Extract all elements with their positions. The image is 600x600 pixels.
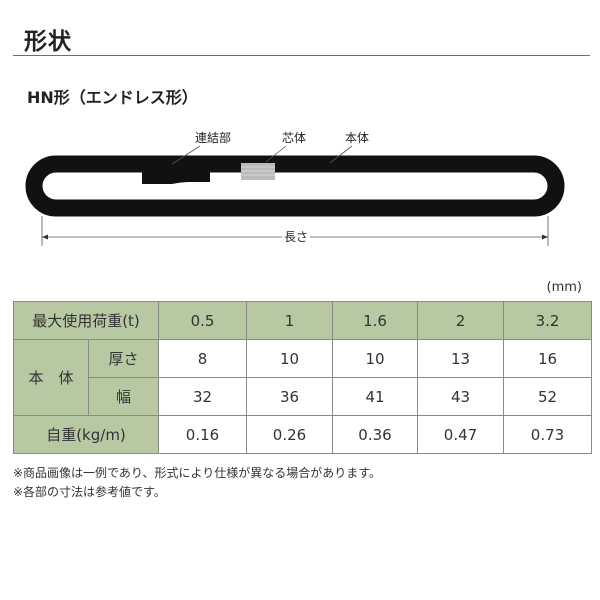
thickness-cell: 16 — [503, 339, 592, 378]
weight-cell: 0.16 — [158, 415, 247, 454]
weight-cell: 0.26 — [246, 415, 333, 454]
sling-loop — [25, 155, 565, 217]
weight-header: 自重(kg/m) — [13, 415, 159, 454]
load-cell: 3.2 — [503, 301, 592, 340]
weight-cell: 0.73 — [503, 415, 592, 454]
table-row: 幅 32 36 41 43 52 — [14, 377, 592, 416]
thickness-header: 厚さ — [88, 339, 159, 378]
width-cell: 52 — [503, 377, 592, 416]
width-cell: 36 — [246, 377, 333, 416]
section-title: 形状 — [24, 29, 72, 55]
notes: ※商品画像は一例であり、形式により仕様が異なる場合があります。 ※各部の寸法は参… — [13, 464, 381, 502]
load-cell: 1.6 — [332, 301, 418, 340]
unit-label: (mm) — [546, 280, 582, 295]
thickness-cell: 13 — [417, 339, 504, 378]
weight-cell: 0.36 — [332, 415, 418, 454]
spec-table: 最大使用荷重(t) 0.5 1 1.6 2 3.2 本 体 厚さ 8 10 10… — [13, 301, 592, 454]
thickness-cell: 8 — [158, 339, 247, 378]
label-length: 長さ — [284, 230, 308, 244]
body-header: 本 体 — [13, 339, 89, 416]
title-divider — [13, 55, 590, 56]
label-core: 芯体 — [282, 131, 306, 145]
core-section — [241, 163, 275, 180]
joint-sleeve — [142, 156, 210, 184]
weight-cell: 0.47 — [417, 415, 504, 454]
load-cell: 0.5 — [158, 301, 247, 340]
note: ※各部の寸法は参考値です。 — [13, 485, 166, 499]
width-header: 幅 — [88, 377, 159, 416]
load-cell: 1 — [246, 301, 333, 340]
width-cell: 43 — [417, 377, 504, 416]
load-cell: 2 — [417, 301, 504, 340]
table-row: 本 体 厚さ 8 10 10 13 16 — [13, 339, 592, 416]
note: ※商品画像は一例であり、形式により仕様が異なる場合があります。 — [13, 466, 382, 480]
subtitle: HN形（エンドレス形） — [27, 88, 198, 107]
thickness-cell: 10 — [246, 339, 333, 378]
core-lines — [241, 166, 275, 176]
label-body: 本体 — [345, 131, 369, 145]
sling-diagram: 連結部 芯体 本体 長さ — [25, 130, 565, 246]
label-joint: 連結部 — [195, 130, 231, 145]
width-cell: 41 — [332, 377, 418, 416]
load-header: 最大使用荷重(t) — [13, 301, 159, 340]
width-cell: 32 — [158, 377, 247, 416]
table-row: 最大使用荷重(t) 0.5 1 1.6 2 3.2 — [13, 301, 592, 340]
thickness-cell: 10 — [332, 339, 418, 378]
table-row: 自重(kg/m) 0.16 0.26 0.36 0.47 0.73 — [13, 415, 592, 454]
